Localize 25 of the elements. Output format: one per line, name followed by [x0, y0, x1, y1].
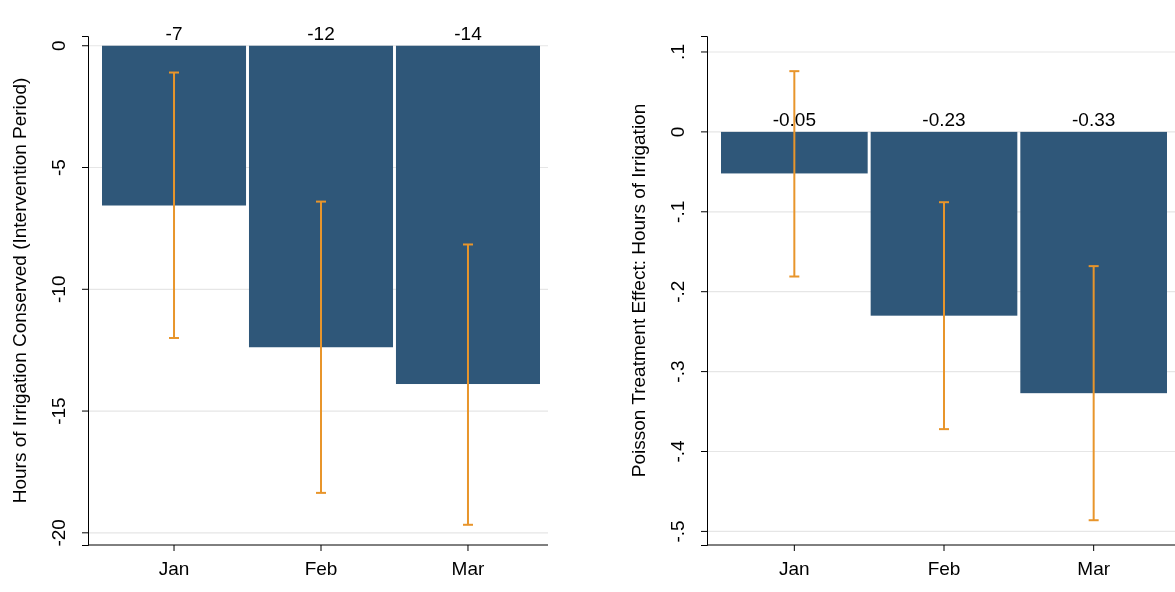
y-tick-label: 0 [47, 40, 69, 52]
data-label: -0.23 [922, 108, 966, 130]
y-tick-label: .1 [666, 44, 688, 60]
data-label: -14 [454, 22, 483, 44]
x-tick-label: Jan [158, 557, 190, 579]
y-tick-label: -10 [47, 275, 69, 304]
y-tick-label: -.2 [666, 280, 688, 303]
x-tick-label: Mar [1077, 557, 1111, 579]
y-tick-label: -15 [47, 397, 69, 425]
y-tick-label: -.4 [666, 440, 688, 463]
data-label: -0.33 [1072, 108, 1116, 130]
data-label: -7 [165, 22, 183, 44]
y-tick-label: -.1 [666, 200, 688, 223]
y-tick-label: -.5 [666, 520, 688, 543]
y-tick-label: -.3 [666, 360, 688, 383]
y-tick-label: -5 [47, 159, 69, 176]
x-tick-label: Mar [451, 557, 486, 579]
x-tick-label: Jan [779, 557, 810, 579]
y-axis-title: Hours of Irrigation Conserved (Intervention Period) [9, 77, 30, 504]
y-tick-label: 0 [666, 126, 688, 138]
x-tick-label: Feb [927, 557, 961, 579]
x-tick-label: Feb [304, 557, 338, 579]
y-axis-title: Poisson Treatment Effect: Hours of Irrigation [628, 103, 649, 478]
data-label: -12 [307, 22, 335, 44]
y-tick-label: -20 [47, 519, 69, 547]
